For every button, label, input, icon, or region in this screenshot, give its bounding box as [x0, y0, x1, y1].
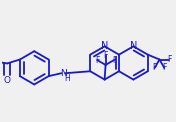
Text: F: F: [167, 55, 171, 64]
Text: F: F: [162, 63, 166, 72]
Text: O: O: [4, 76, 11, 85]
Text: H: H: [64, 74, 70, 83]
Text: N: N: [101, 41, 108, 51]
Text: F: F: [103, 51, 108, 60]
Text: F: F: [95, 56, 99, 65]
Text: F: F: [152, 63, 157, 72]
Text: N: N: [60, 69, 67, 78]
Text: F: F: [112, 56, 116, 65]
Text: N: N: [130, 41, 137, 51]
